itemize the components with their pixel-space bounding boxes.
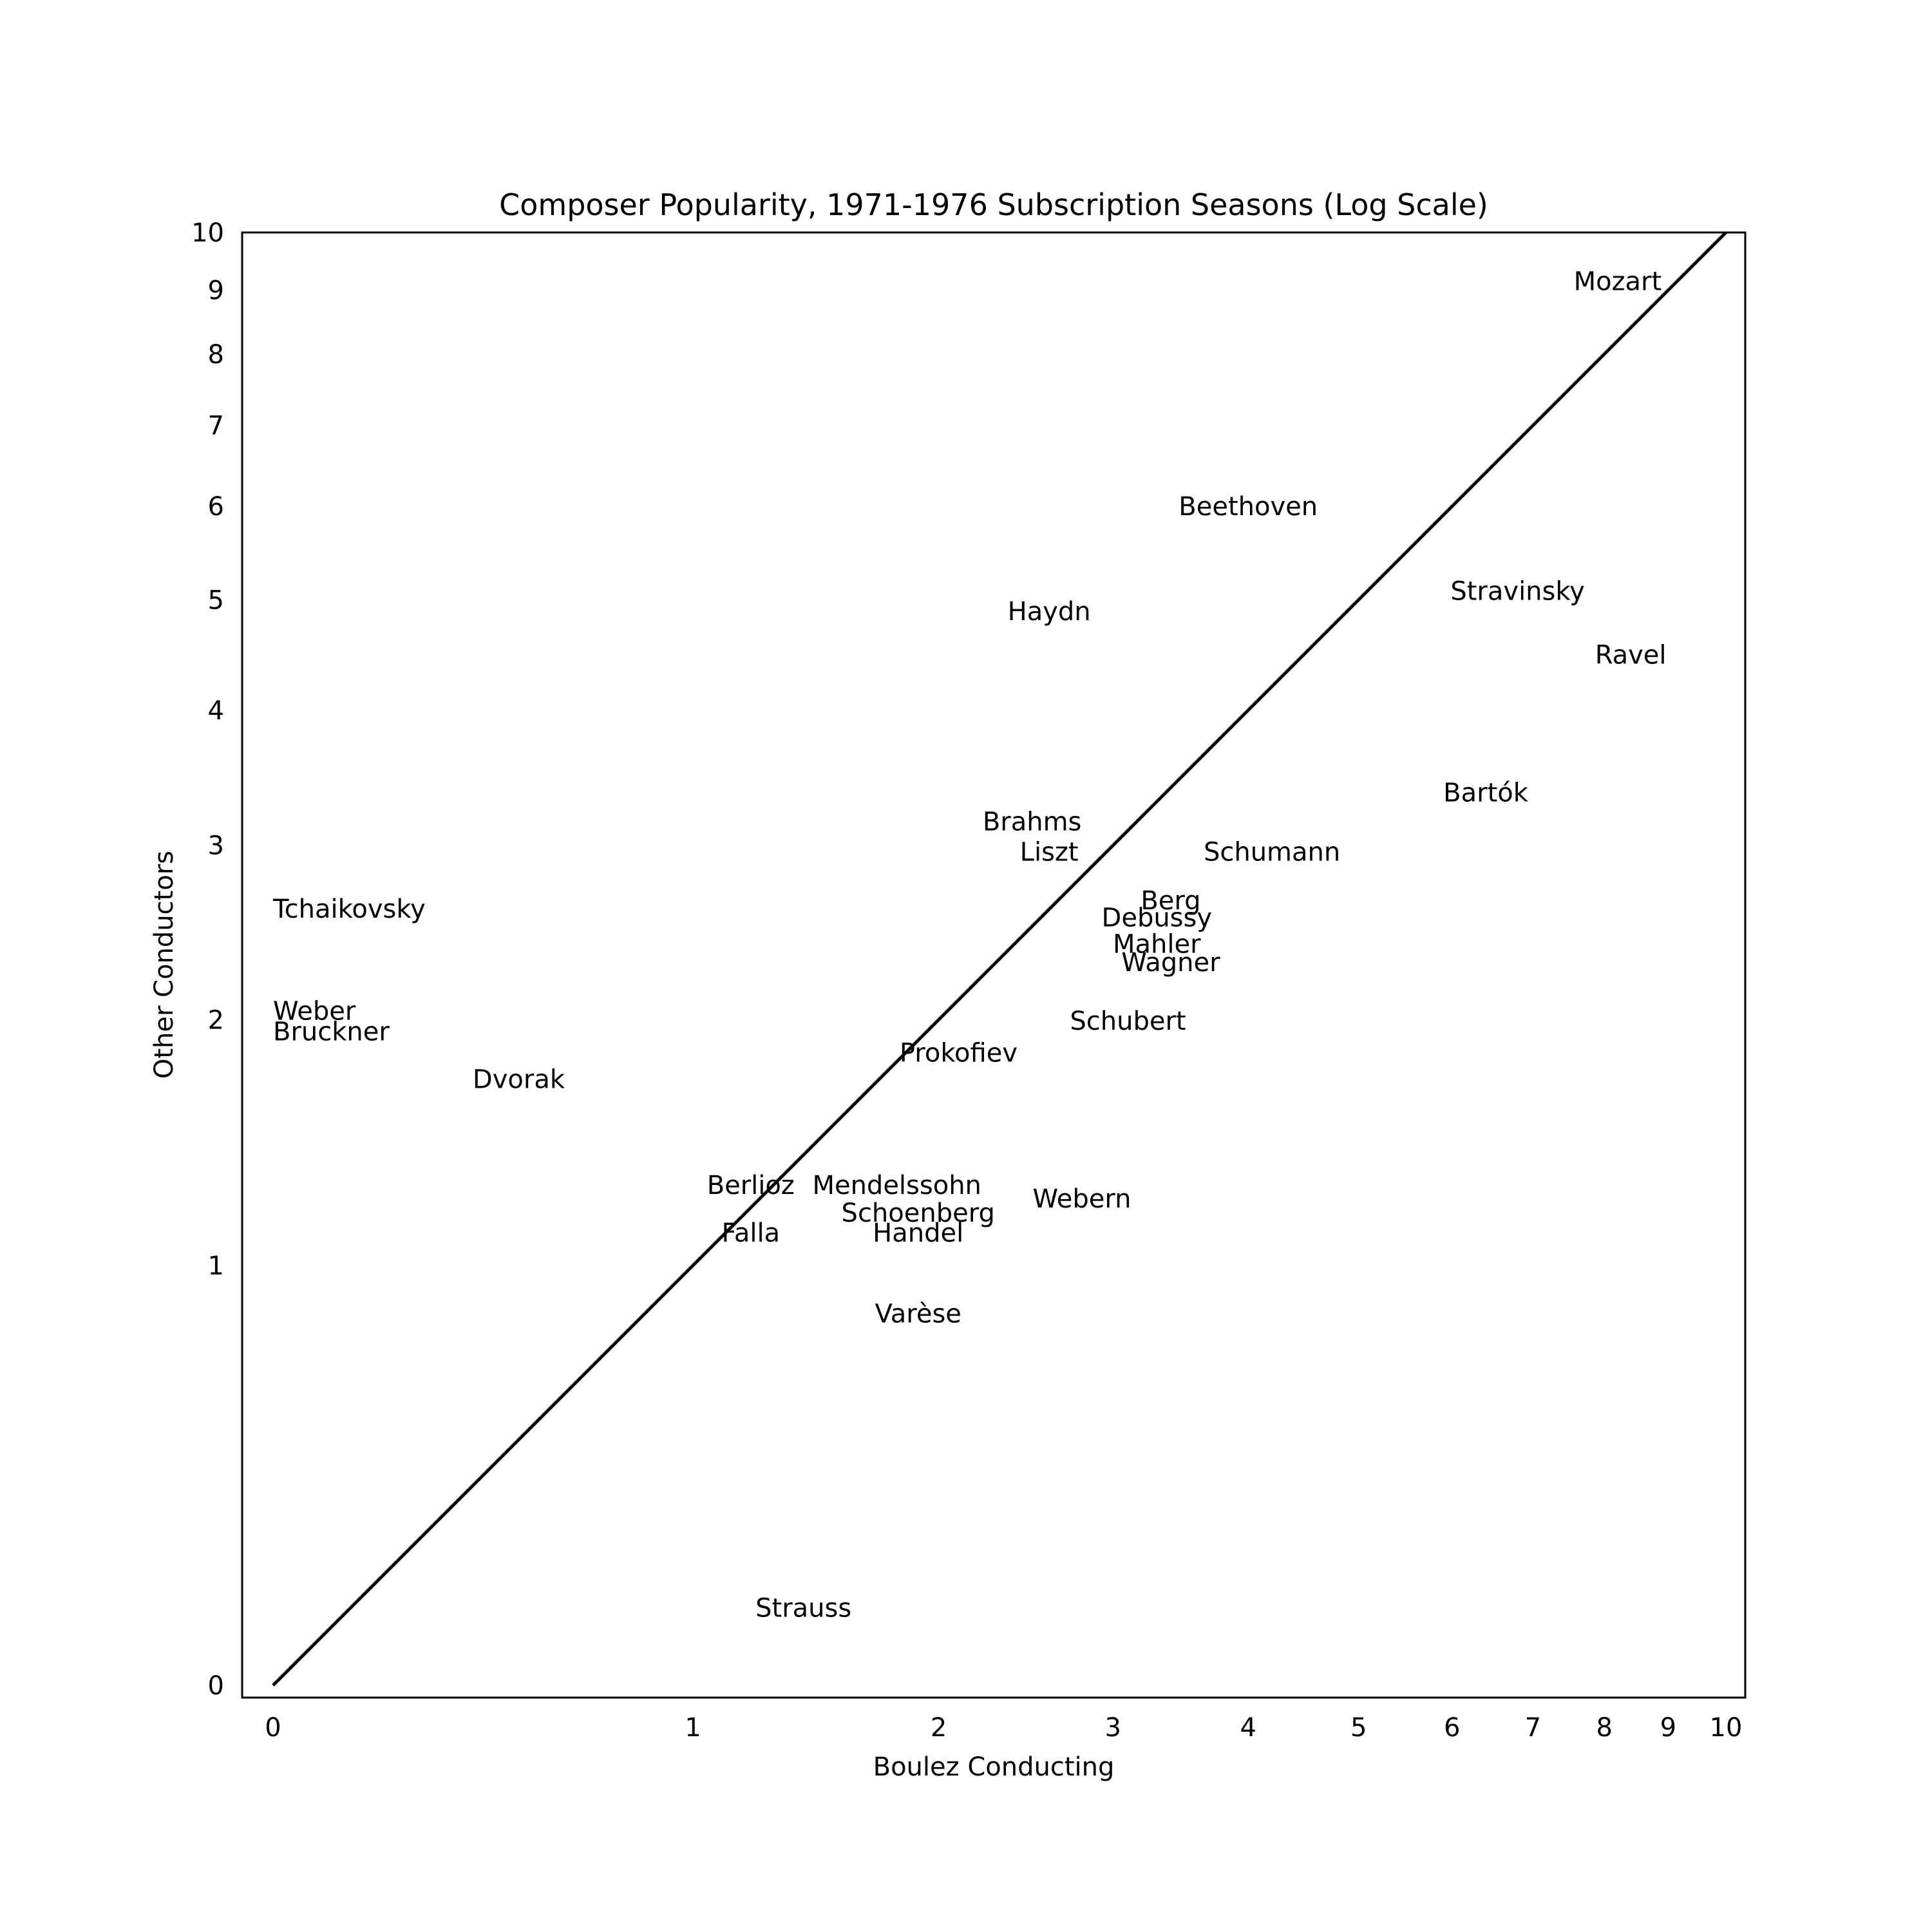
y-tick-label: 2 — [208, 1005, 224, 1035]
point-label: Weber — [273, 996, 356, 1026]
point-label: Falla — [722, 1218, 781, 1248]
point-label: Handel — [873, 1218, 963, 1248]
y-tick-label: 7 — [208, 412, 224, 441]
x-tick-label: 10 — [1710, 1713, 1743, 1743]
x-tick-label: 8 — [1596, 1713, 1612, 1743]
point-label: Bartók — [1443, 779, 1529, 808]
x-tick-label: 7 — [1525, 1713, 1541, 1743]
y-tick-label: 6 — [208, 492, 224, 522]
y-tick-label: 8 — [208, 340, 224, 370]
point-label: Debussy — [1102, 903, 1213, 933]
x-tick-label: 4 — [1240, 1713, 1256, 1743]
diagonal-line — [272, 231, 1727, 1687]
x-tick-label: 1 — [685, 1713, 701, 1743]
point-label: Wagner — [1121, 948, 1220, 978]
point-label: Schumann — [1204, 838, 1340, 867]
point-label: Haydn — [1008, 597, 1091, 627]
point-label: Mozart — [1574, 267, 1662, 297]
y-tick-label: 9 — [208, 276, 224, 306]
point-label: Brahms — [983, 808, 1082, 837]
x-axis-label: Boulez Conducting — [873, 1752, 1115, 1782]
y-tick-label: 3 — [208, 831, 224, 861]
point-label: Schoenberg — [842, 1198, 995, 1228]
y-tick-labels: 0 1 2 3 4 5 6 7 8 9 10 — [191, 218, 224, 1701]
point-label: Liszt — [1020, 838, 1079, 867]
point-label: Schubert — [1070, 1007, 1186, 1036]
y-axis-label: Other Conductors — [149, 851, 179, 1079]
point-label: Webern — [1033, 1184, 1132, 1214]
x-tick-label: 3 — [1105, 1713, 1121, 1743]
point-label: Stravinsky — [1450, 576, 1584, 606]
y-tick-label: 4 — [208, 696, 224, 726]
plot-frame — [241, 231, 1747, 1699]
x-tick-label: 5 — [1350, 1713, 1367, 1743]
y-tick-label: 10 — [191, 218, 224, 248]
point-label: Berlioz — [707, 1171, 795, 1200]
y-tick-label: 5 — [208, 585, 224, 615]
x-tick-label: 0 — [265, 1713, 281, 1743]
point-label: Varèse — [875, 1300, 961, 1329]
point-label: Berg — [1141, 886, 1200, 916]
point-label: Bruckner — [273, 1017, 390, 1046]
point-label: Prokofiev — [900, 1038, 1018, 1068]
point-label: Beethoven — [1179, 492, 1318, 522]
y-tick-label: 1 — [208, 1251, 224, 1281]
point-label: Mendelssohn — [812, 1171, 981, 1200]
point-label: Ravel — [1595, 640, 1667, 670]
point-label: Dvorak — [473, 1065, 565, 1095]
chart-title: Composer Popularity, 1971-1976 Subscript… — [499, 187, 1488, 222]
x-tick-label: 6 — [1444, 1713, 1460, 1743]
y-tick-label: 0 — [208, 1671, 224, 1701]
point-label: Tchaikovsky — [272, 895, 426, 924]
point-label: Mahler — [1113, 930, 1201, 960]
x-tick-label: 2 — [931, 1713, 947, 1743]
x-tick-labels: 0 1 2 3 4 5 6 7 8 9 10 — [265, 1713, 1742, 1743]
point-label: Strauss — [755, 1593, 851, 1623]
x-tick-label: 9 — [1660, 1713, 1676, 1743]
data-labels: Mozart Beethoven Stravinsky Ravel Haydn Bartó… — [272, 267, 1667, 1624]
